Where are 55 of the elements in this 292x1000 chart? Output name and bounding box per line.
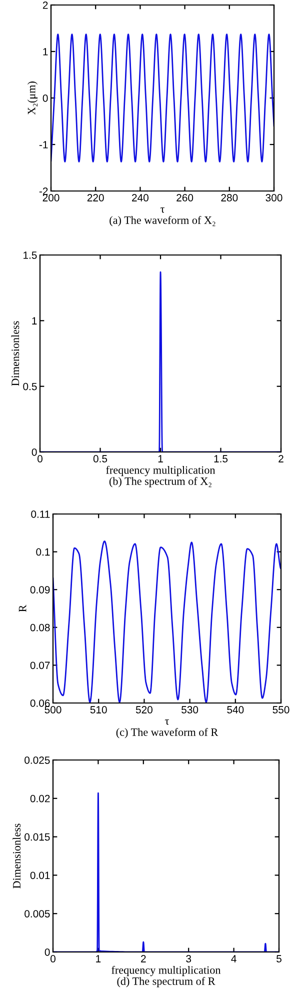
y-tick-label: 0.11	[31, 510, 50, 518]
y-tick-label: 1	[43, 48, 48, 56]
x-tick-label: 510	[90, 706, 107, 714]
y-tick-label: 0	[42, 94, 48, 102]
x-tick-label: 530	[182, 706, 198, 714]
x-tick-label: 540	[227, 706, 244, 714]
y-tick-label: 0.02	[30, 794, 50, 802]
x-axis-title: τ	[160, 207, 164, 213]
x-tick-label: 5	[276, 955, 282, 962]
y-tick-label: 0	[32, 448, 37, 456]
x-tick-label: 1.5	[214, 455, 228, 462]
x-axis-title: frequency multiplication	[106, 466, 216, 476]
x-tick-label: 520	[136, 706, 152, 714]
y-tick-label: 0	[44, 948, 50, 956]
y-tick-label: 0.09	[30, 586, 50, 594]
y-tick-label: 2	[42, 2, 48, 9]
y-tick-label: 0.06	[30, 700, 50, 707]
x-tick-label: 550	[272, 706, 290, 714]
y-tick-label: -2	[39, 188, 48, 195]
y-tick-label: -1	[39, 141, 48, 148]
y-tick-label: 0.07	[30, 662, 50, 670]
x-tick-label: 0.5	[93, 455, 108, 462]
x-tick-label: 240	[132, 194, 148, 202]
y-tick-label: 0.025	[24, 756, 50, 764]
x-tick-label: 200	[42, 194, 60, 202]
x-tick-label: 220	[87, 194, 104, 202]
y-tick-label: 0.005	[24, 910, 50, 918]
y-tick-label: 0.1	[36, 548, 50, 556]
y-tick-label: 1	[32, 317, 37, 324]
y-axis-title: R	[18, 604, 26, 612]
x-tick-label: 2	[141, 955, 146, 962]
x-axis-title: frequency multiplication	[112, 966, 221, 976]
text: (b) The spectrum of X₂	[109, 477, 212, 488]
x-tick-label: 1	[158, 455, 163, 462]
x-tick-label: 500	[44, 706, 62, 714]
y-axis-title: Dimensionless	[12, 824, 21, 888]
text: (a) The waveform of X₂	[110, 216, 216, 226]
x-tick-label: 280	[221, 194, 238, 202]
text: (c) The waveform of R	[116, 728, 218, 738]
y-axis-title: X₂(μm)	[27, 82, 38, 115]
y-tick-label: 1.5	[24, 252, 37, 259]
x-tick-label: 4	[231, 955, 236, 962]
y-tick-label: 0.08	[30, 624, 50, 632]
text: (d) The spectrum of R	[117, 977, 216, 988]
y-tick-label: 0.015	[24, 833, 50, 841]
x-axis-title: τ	[165, 719, 169, 725]
x-tick-label: 300	[266, 194, 282, 202]
x-tick-label: 0	[50, 955, 56, 962]
y-tick-label: 0.01	[30, 872, 50, 880]
x-tick-label: 1	[96, 955, 101, 962]
x-tick-label: 260	[176, 194, 194, 202]
y-tick-label: 0.5	[23, 382, 37, 390]
x-tick-label: 2	[278, 455, 284, 462]
y-axis-title: Dimensionless	[11, 321, 20, 386]
x-tick-label: 3	[186, 955, 192, 962]
